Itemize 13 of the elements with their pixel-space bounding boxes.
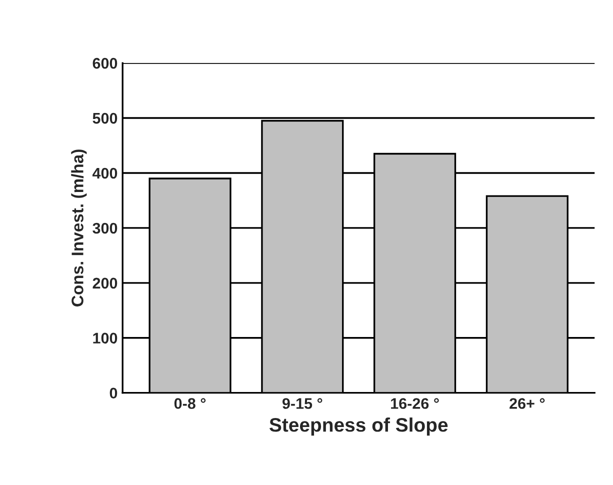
y-tick-label: 0 [110, 388, 118, 399]
y-tick-label: 500 [92, 112, 118, 124]
x-tick-label: 0-8 ° [174, 398, 206, 409]
y-tick-label: 600 [92, 58, 118, 69]
x-tick-label: 9-15 ° [282, 398, 322, 409]
x-tick-label: 16-26 ° [391, 398, 439, 409]
y-tick-label: 400 [92, 168, 118, 179]
y-tick-label: 300 [92, 222, 118, 234]
y-axis-title: Cons. Invest. (m/ha) [71, 150, 87, 306]
y-tick-label: 200 [92, 278, 118, 289]
x-tick-label: 26+ ° [510, 398, 545, 409]
x-axis-title: Steepness of Slope [269, 418, 448, 436]
y-tick-label: 100 [93, 332, 118, 344]
